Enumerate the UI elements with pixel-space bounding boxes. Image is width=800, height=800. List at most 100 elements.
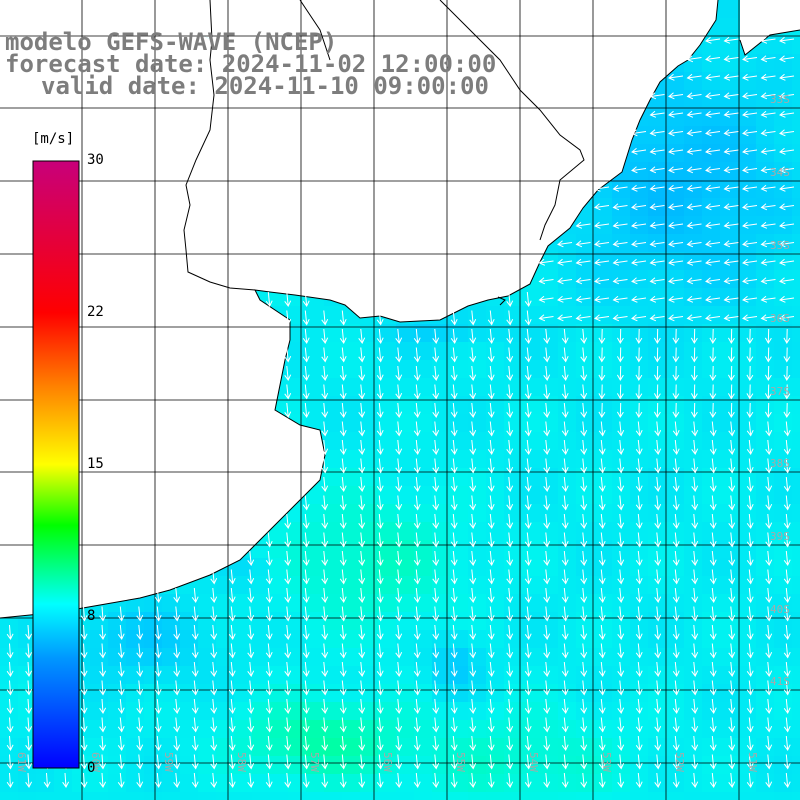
field-cell [54,792,73,800]
wind-arrow [506,661,514,677]
field-cell [594,738,613,757]
field-cell [324,342,343,361]
wind-arrow [631,295,647,303]
wind-arrow [580,569,588,585]
wind-arrow [524,458,532,474]
wind-arrow [321,328,329,344]
field-cell [324,630,343,649]
field-cell [774,180,793,199]
field-cell [720,558,739,577]
field-cell [720,630,739,649]
wind-arrow [686,221,702,229]
field-cell [756,630,775,649]
wind-arrow [690,365,698,381]
wind-arrow [339,347,347,363]
field-cell [396,450,415,469]
field-cell [612,486,631,505]
wind-arrow [649,110,665,118]
wind-arrow [765,754,773,770]
field-cell [180,648,199,667]
wind-arrow [284,310,292,326]
lat-label: 35S [770,239,790,252]
field-cell [108,756,127,775]
field-cell [378,414,397,433]
field-cell [756,252,775,271]
wind-arrow [302,772,310,788]
field-cell [378,504,397,523]
field-cell [540,450,559,469]
wind-arrow [191,772,199,788]
field-cell [558,468,577,487]
wind-arrow [691,735,699,751]
wind-arrow [765,476,773,492]
wind-arrow [450,532,458,548]
field-cell [738,396,757,415]
field-cell [702,558,721,577]
field-cell [648,522,667,541]
field-cell [774,756,793,775]
wind-arrow [686,147,702,155]
wind-arrow [742,147,758,155]
wind-arrow [413,532,421,548]
field-cell [378,432,397,451]
wind-arrow [358,643,366,659]
wind-arrow [779,55,795,63]
field-cell [252,792,271,800]
wind-arrow [728,458,736,474]
wind-arrow [376,402,384,418]
field-cell [342,594,361,613]
field-cell [792,306,800,325]
wind-arrow [686,295,702,303]
wind-arrow [117,643,125,659]
field-cell [360,738,379,757]
wind-arrow [654,717,662,733]
wind-arrow [469,772,477,788]
wind-arrow [117,717,125,733]
field-cell [522,360,541,379]
wind-arrow [487,698,495,714]
field-cell [252,630,271,649]
wind-arrow [321,754,329,770]
field-cell [252,594,271,613]
field-cell [684,666,703,685]
wind-arrow [543,384,551,400]
wind-arrow [742,240,758,248]
wind-arrow [575,221,591,229]
field-cell [792,90,800,109]
field-cell [450,774,469,793]
field-cell [378,666,397,685]
field-cell [594,324,613,343]
field-cell [738,162,757,181]
field-cell [450,414,469,433]
wind-arrow [543,421,551,437]
colorbar-tick-22: 22 [87,304,104,320]
field-cell [0,774,19,793]
wind-arrow [25,643,33,659]
field-cell [306,594,325,613]
wind-arrow [210,606,218,622]
field-cell [648,756,667,775]
wind-arrow [432,458,440,474]
field-cell [450,468,469,487]
field-cell [684,288,703,307]
wind-arrow [580,421,588,437]
field-cell [522,378,541,397]
field-cell [540,630,559,649]
field-cell [468,450,487,469]
field-cell [684,450,703,469]
wind-arrow [136,624,144,640]
field-cell [576,558,595,577]
field-cell [360,756,379,775]
wind-arrow [672,365,680,381]
field-cell [486,504,505,523]
field-cell [0,738,19,757]
wind-arrow [395,513,403,529]
wind-arrow [228,569,236,585]
field-cell [450,738,469,757]
wind-arrow [247,661,255,677]
wind-arrow [709,698,717,714]
field-cell [702,324,721,343]
wind-arrow [783,661,791,677]
field-cell [414,594,433,613]
field-cell [576,792,595,800]
